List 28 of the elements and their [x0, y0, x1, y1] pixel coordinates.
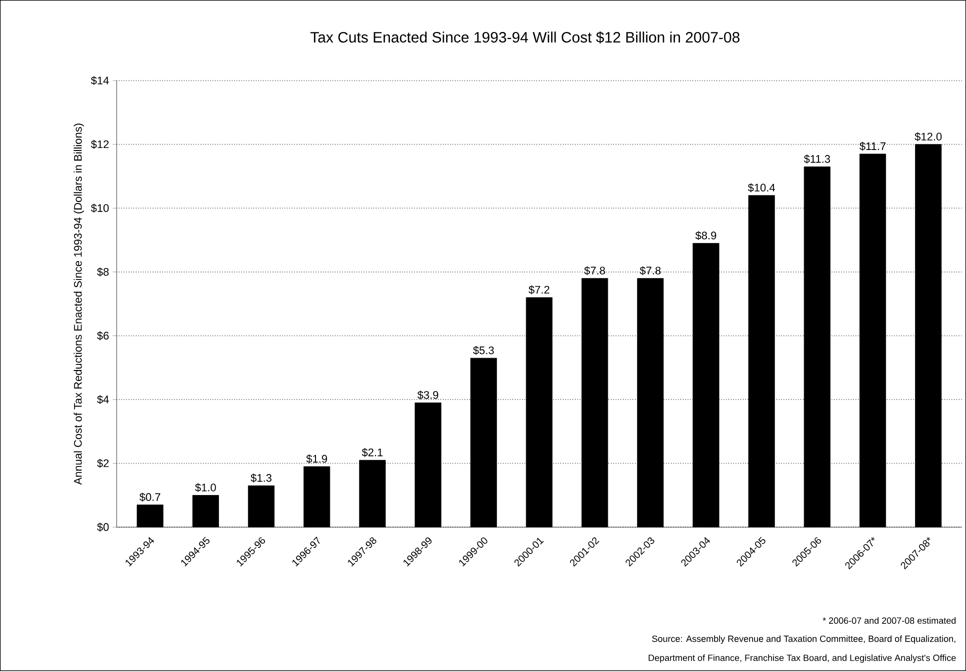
data-label: $11.7 [860, 142, 886, 151]
chart-title: Tax Cuts Enacted Since 1993-94 Will Cost $12 Billion in 2007-08 [310, 31, 740, 44]
y-tick-label: $10 [90, 204, 109, 213]
data-label: $7.2 [528, 285, 550, 294]
data-label: $3.9 [417, 390, 438, 400]
text: * 2006-07 and 2007-08 estimated [822, 617, 956, 624]
data-label: $1.3 [250, 474, 272, 482]
data-label: $1.0 [195, 483, 216, 492]
y-tick-label: $0 [97, 522, 109, 532]
y-tick-label: $8 [97, 268, 109, 276]
data-label: $5.3 [473, 346, 494, 355]
data-label: $11.3 [804, 154, 830, 164]
y-tick-label: $14 [90, 76, 109, 86]
data-label: $7.8 [640, 266, 661, 276]
y-tick-label: $4 [97, 395, 109, 404]
y-tick-label: $2 [97, 458, 109, 468]
y-axis-title: Annual Cost of Tax Reductions Enacted Since 1993-94 (Dollars in Billions) [74, 124, 84, 485]
data-label: $12.0 [914, 132, 942, 142]
data-label: $8.9 [695, 231, 716, 240]
y-tick-label: $12 [90, 140, 109, 149]
data-label: $2.1 [362, 448, 383, 457]
source-note: Source: Assembly Revenue and Taxation Committee, Board of Equalization, [652, 635, 956, 644]
data-label: $0.7 [139, 492, 160, 502]
data-label: $7.8 [584, 266, 606, 276]
y-tick-label: $6 [97, 331, 109, 340]
text: Department of Finance, Franchise Tax Board, and Legislative Analyst's Office [648, 654, 956, 663]
data-label: $10.4 [748, 183, 775, 192]
data-label: $1.9 [306, 454, 328, 464]
